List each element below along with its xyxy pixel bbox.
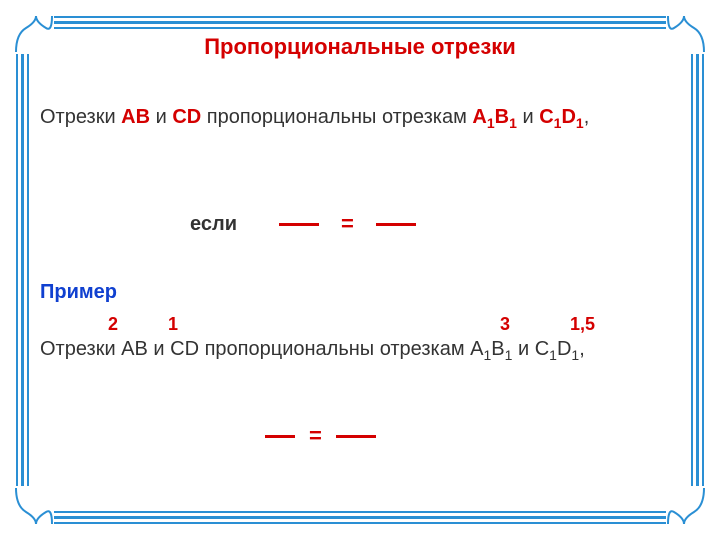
text: , bbox=[584, 106, 590, 128]
slide-content: Пропорциональные отрезки Отрезки АВ и СD… bbox=[40, 40, 680, 500]
annot-c1d1: 1,5 bbox=[570, 314, 595, 335]
fraction-bar-right-small bbox=[336, 435, 376, 438]
example-equation: = bbox=[40, 423, 680, 449]
text: и bbox=[517, 106, 539, 128]
value-annotations: 2 1 3 1,5 bbox=[40, 314, 680, 336]
equals-sign: = bbox=[309, 423, 322, 449]
example-heading: Пример bbox=[40, 281, 680, 304]
segment-c1d1: С1D1 bbox=[539, 106, 584, 128]
equals-sign: = bbox=[341, 211, 354, 237]
text: Отрезки bbox=[40, 106, 121, 128]
definition-line: Отрезки АВ и СD пропорциональны отрезкам… bbox=[40, 106, 680, 131]
segment-cd: СD bbox=[172, 106, 201, 128]
fraction-bar-left bbox=[279, 223, 319, 226]
fraction-bar-right bbox=[376, 223, 416, 226]
if-word: если bbox=[190, 213, 237, 236]
segment-ab: АВ bbox=[121, 106, 150, 128]
proportion-equation: если = bbox=[40, 211, 680, 237]
example-line: Отрезки АВ и СD пропорциональны отрезкам… bbox=[40, 338, 680, 363]
text: пропорциональны отрезкам bbox=[201, 106, 472, 128]
annot-ab: 2 bbox=[108, 314, 118, 335]
annot-cd: 1 bbox=[168, 314, 178, 335]
page-title: Пропорциональные отрезки bbox=[40, 34, 680, 60]
segment-a1b1: А1В1 bbox=[472, 106, 517, 128]
fraction-bar-left-small bbox=[265, 435, 295, 438]
text: и bbox=[150, 106, 172, 128]
annot-a1b1: 3 bbox=[500, 314, 510, 335]
